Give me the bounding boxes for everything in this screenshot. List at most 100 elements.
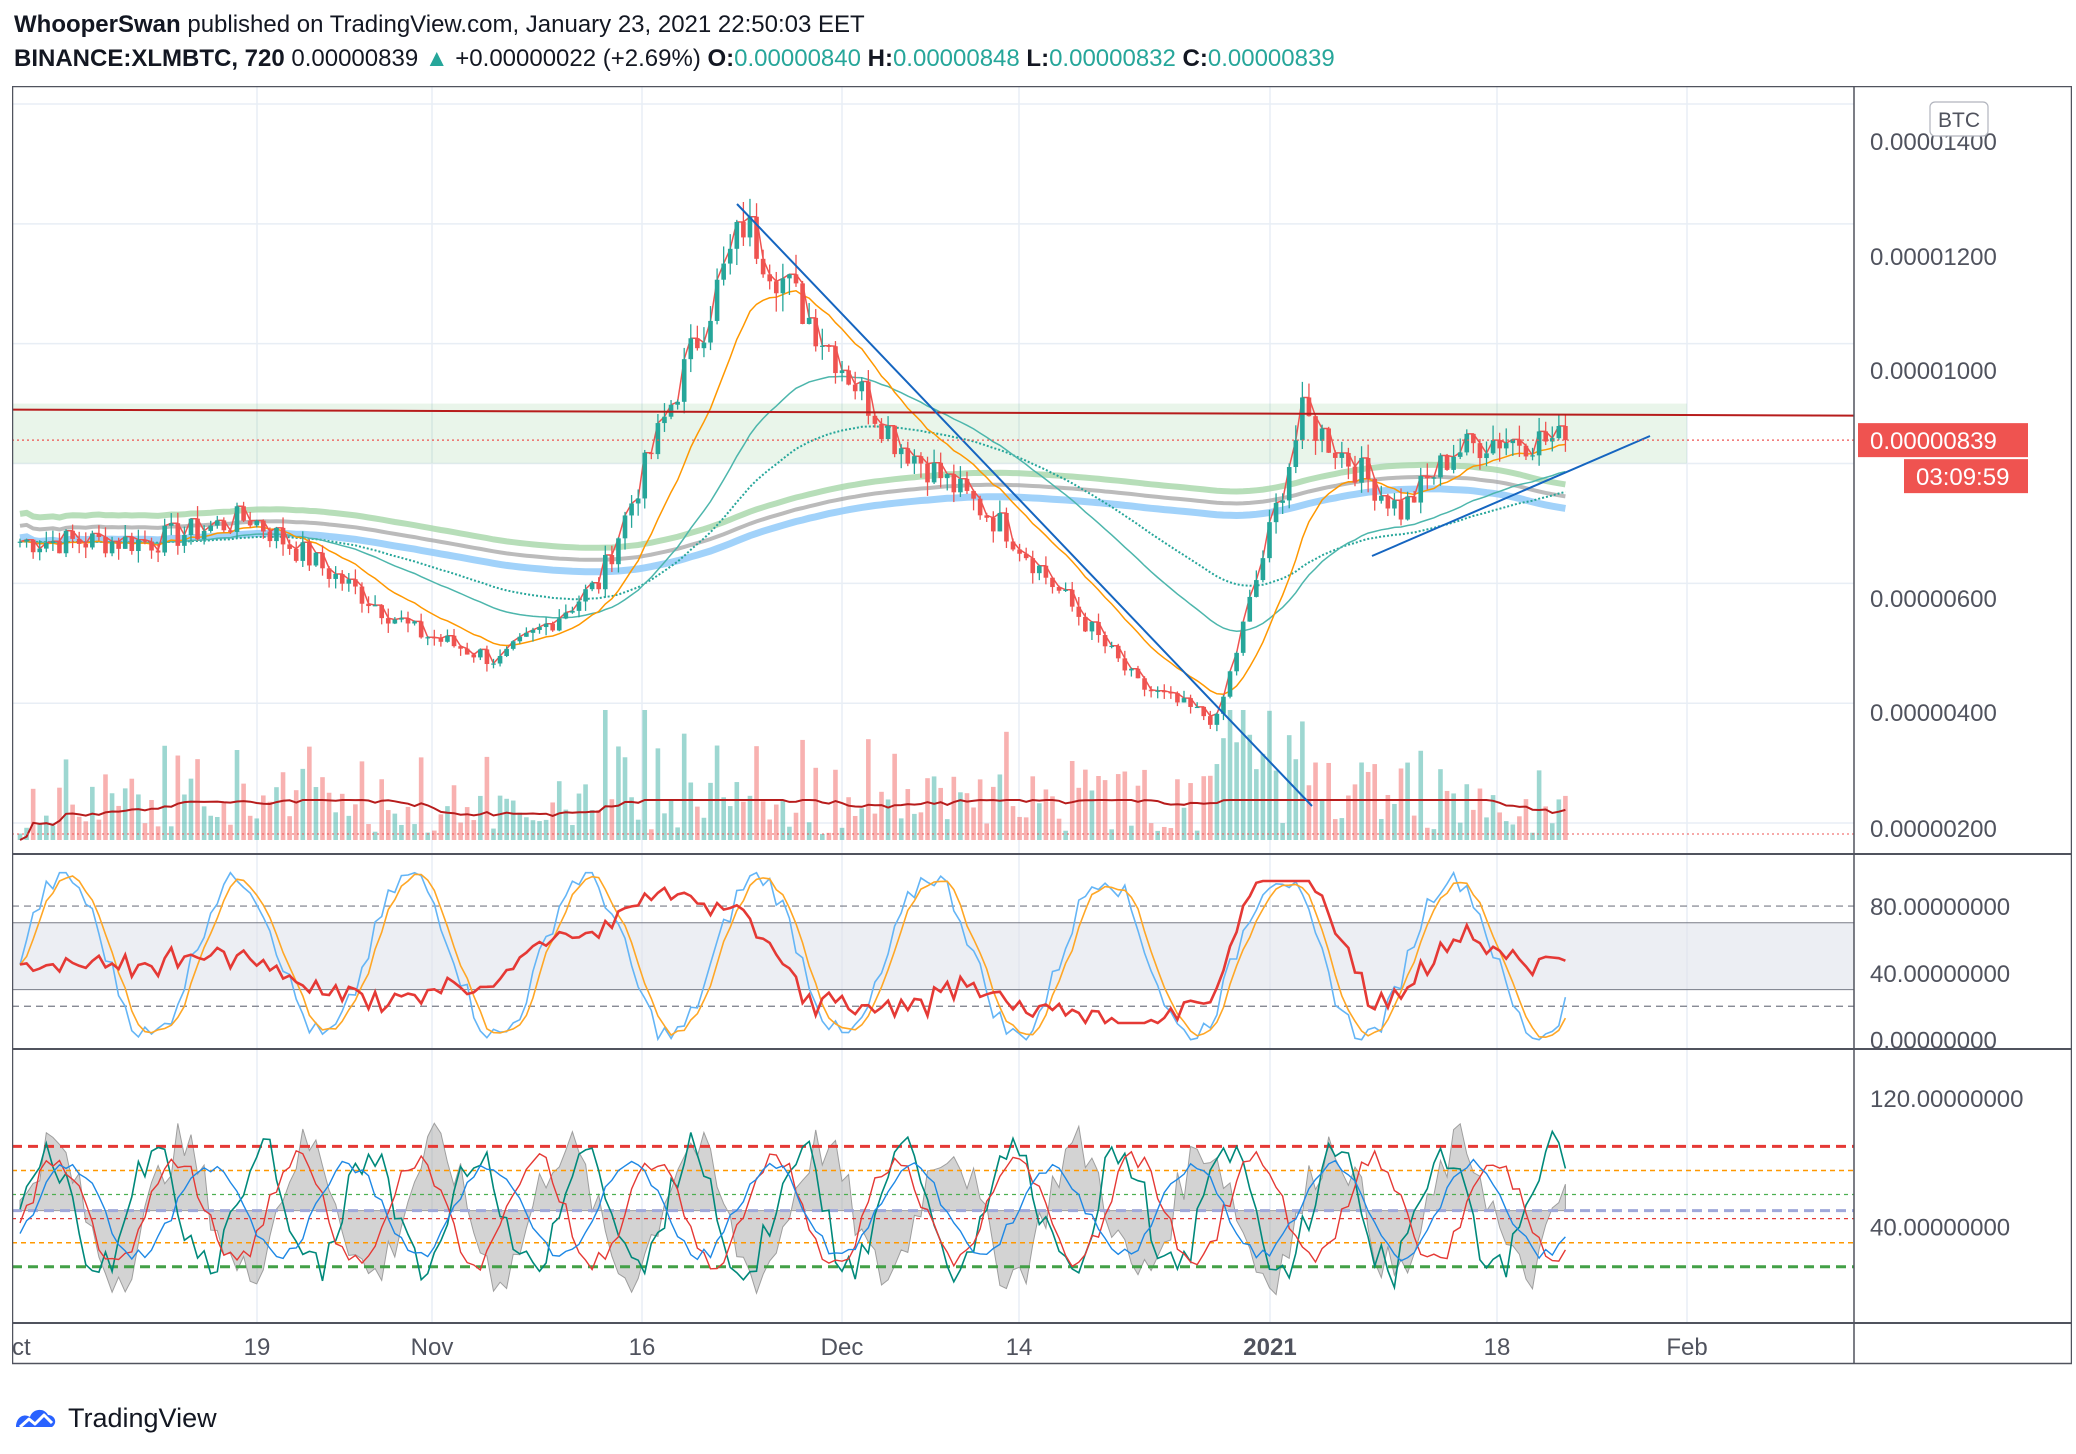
tradingview-logo[interactable]: TradingView: [12, 1398, 217, 1438]
candle-body: [464, 648, 470, 655]
candle-body: [90, 533, 95, 548]
candle-body: [602, 554, 608, 590]
candle-body: [675, 401, 680, 405]
candle-body: [1247, 596, 1253, 622]
candle-body: [701, 342, 707, 349]
candle-body: [214, 520, 220, 526]
candle-body: [1089, 621, 1095, 632]
price-axis-label: 0.00001200: [1870, 244, 1997, 271]
candle-body: [267, 531, 273, 542]
volume-bar: [925, 778, 930, 840]
volume-bar: [188, 778, 194, 840]
volume-bar: [478, 795, 483, 840]
volume-bar: [918, 812, 924, 840]
volume-bar: [1109, 829, 1114, 840]
axes-layer: 0.000014000.000012000.000010000.00000600…: [12, 101, 2028, 1361]
candle-body: [109, 541, 115, 554]
oscillator-axis-label: 40.00000000: [1870, 1215, 2010, 1242]
candle-body: [1411, 496, 1417, 503]
volume-bar: [247, 815, 253, 840]
candle-body: [1490, 440, 1496, 454]
candle-body: [524, 632, 529, 637]
candle-body: [221, 520, 227, 531]
candle-body: [977, 498, 983, 516]
volume-bar: [1326, 762, 1331, 840]
volume-bar: [1161, 826, 1167, 840]
volume-bar: [44, 815, 49, 840]
volume-bar: [149, 799, 154, 840]
volume-bar: [50, 825, 56, 840]
candle-body: [122, 536, 128, 549]
volume-bar: [366, 824, 371, 840]
symbol-label[interactable]: BINANCE:XLMBTC, 720: [14, 45, 285, 72]
volume-bar: [938, 787, 943, 840]
moving-averages-layer: [19, 216, 1566, 717]
volume-bar: [602, 710, 608, 840]
volume-bar: [1115, 774, 1121, 840]
volume-bar: [1083, 769, 1088, 840]
candle-body: [136, 539, 141, 552]
candle-body: [1201, 706, 1207, 717]
time-axis-label: 2021: [1243, 1334, 1296, 1361]
candle-body: [1444, 455, 1450, 470]
volume-bar: [1102, 780, 1108, 840]
candle-body: [1063, 589, 1068, 591]
candle-body: [859, 381, 865, 392]
volume-bar: [820, 833, 825, 840]
candle-body: [958, 478, 963, 493]
volume-bar: [471, 820, 477, 840]
candle-body: [695, 338, 700, 349]
candle-body: [635, 498, 641, 504]
candle-body: [1306, 397, 1312, 417]
candle-body: [839, 370, 845, 374]
candle-body: [589, 582, 595, 590]
candle-body: [556, 618, 562, 631]
candle-body: [445, 635, 450, 642]
candle-body: [1023, 553, 1029, 559]
currency-badge-label: BTC: [1938, 109, 1980, 132]
volume-bar: [1023, 817, 1029, 840]
volume-bar: [1240, 710, 1246, 840]
candle-body: [76, 538, 82, 544]
volume-bar: [1497, 812, 1502, 840]
volume-bar: [1280, 823, 1285, 840]
candle-body: [261, 520, 266, 532]
candle-body: [708, 320, 713, 343]
currency-badge[interactable]: [1929, 101, 1989, 137]
candle-body: [491, 663, 496, 665]
volume-bar: [1346, 795, 1351, 840]
candle-body: [1142, 678, 1147, 690]
candle-body: [44, 543, 49, 549]
volume-bar: [681, 733, 687, 840]
volume-bar: [24, 827, 29, 840]
volume-bar: [1247, 734, 1253, 840]
volume-bar: [1254, 769, 1259, 840]
volume-bar: [984, 823, 990, 840]
high-value: 0.00000848: [892, 45, 1020, 72]
candle-body: [938, 462, 943, 479]
volume-bar: [1372, 764, 1378, 840]
candle-body: [1431, 477, 1437, 479]
candle-body: [826, 345, 832, 347]
volume-bar: [944, 819, 950, 840]
volume-bar: [464, 807, 470, 840]
candle-body: [1523, 445, 1529, 457]
volume-bar: [136, 794, 141, 840]
volume-bar: [1398, 768, 1404, 840]
chart-area[interactable]: 0.00001400 0.00001200 0.00001000 0.00000600…: [11, 85, 2073, 1380]
chart-svg[interactable]: 0.000014000.000012000.000010000.00000600…: [11, 85, 2073, 1380]
volume-bar: [320, 777, 325, 840]
volume-bar: [1392, 803, 1397, 840]
candle-body: [247, 520, 253, 526]
volume-bar: [122, 788, 128, 840]
candle-body: [734, 221, 740, 249]
candle-body: [1451, 456, 1456, 470]
candle-body: [63, 530, 69, 554]
author-name[interactable]: WhooperSwan: [14, 11, 181, 38]
candle-body: [1056, 587, 1062, 591]
candle-body: [971, 490, 976, 499]
volume-bar: [1267, 710, 1272, 840]
volume-bar: [892, 753, 897, 840]
volume-bar: [1510, 824, 1516, 840]
volume-bar: [1181, 807, 1187, 840]
